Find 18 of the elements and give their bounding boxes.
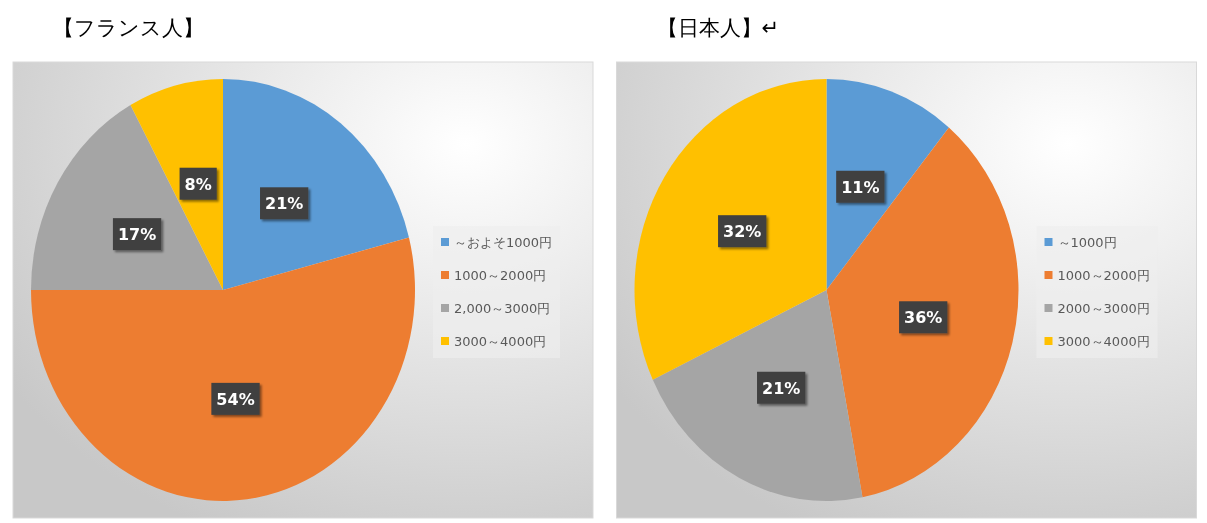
data-label: 32% — [723, 222, 762, 242]
data-label: 54% — [216, 389, 255, 409]
legend-label: 3000～4000円 — [1057, 334, 1150, 349]
data-label: 8% — [184, 174, 212, 194]
legend-label: 1000～2000円 — [454, 268, 547, 283]
legend-label: ～1000円 — [1057, 235, 1117, 250]
legend-label: 3000～4000円 — [454, 334, 547, 349]
legend-label: 1000～2000円 — [1057, 268, 1150, 283]
chart-title: 【フランス人】 — [53, 16, 204, 40]
data-label: 21% — [265, 194, 304, 214]
chart-title: 【日本人】↵ — [656, 16, 780, 40]
legend-label: 2,000～3000円 — [454, 301, 551, 316]
data-label: 21% — [762, 378, 801, 398]
data-label: 36% — [904, 308, 943, 328]
legend-label: 2000～3000円 — [1057, 301, 1150, 316]
legend-label: ～およそ1000円 — [454, 235, 553, 250]
data-label: 17% — [117, 225, 157, 245]
data-label: 11% — [841, 177, 880, 197]
